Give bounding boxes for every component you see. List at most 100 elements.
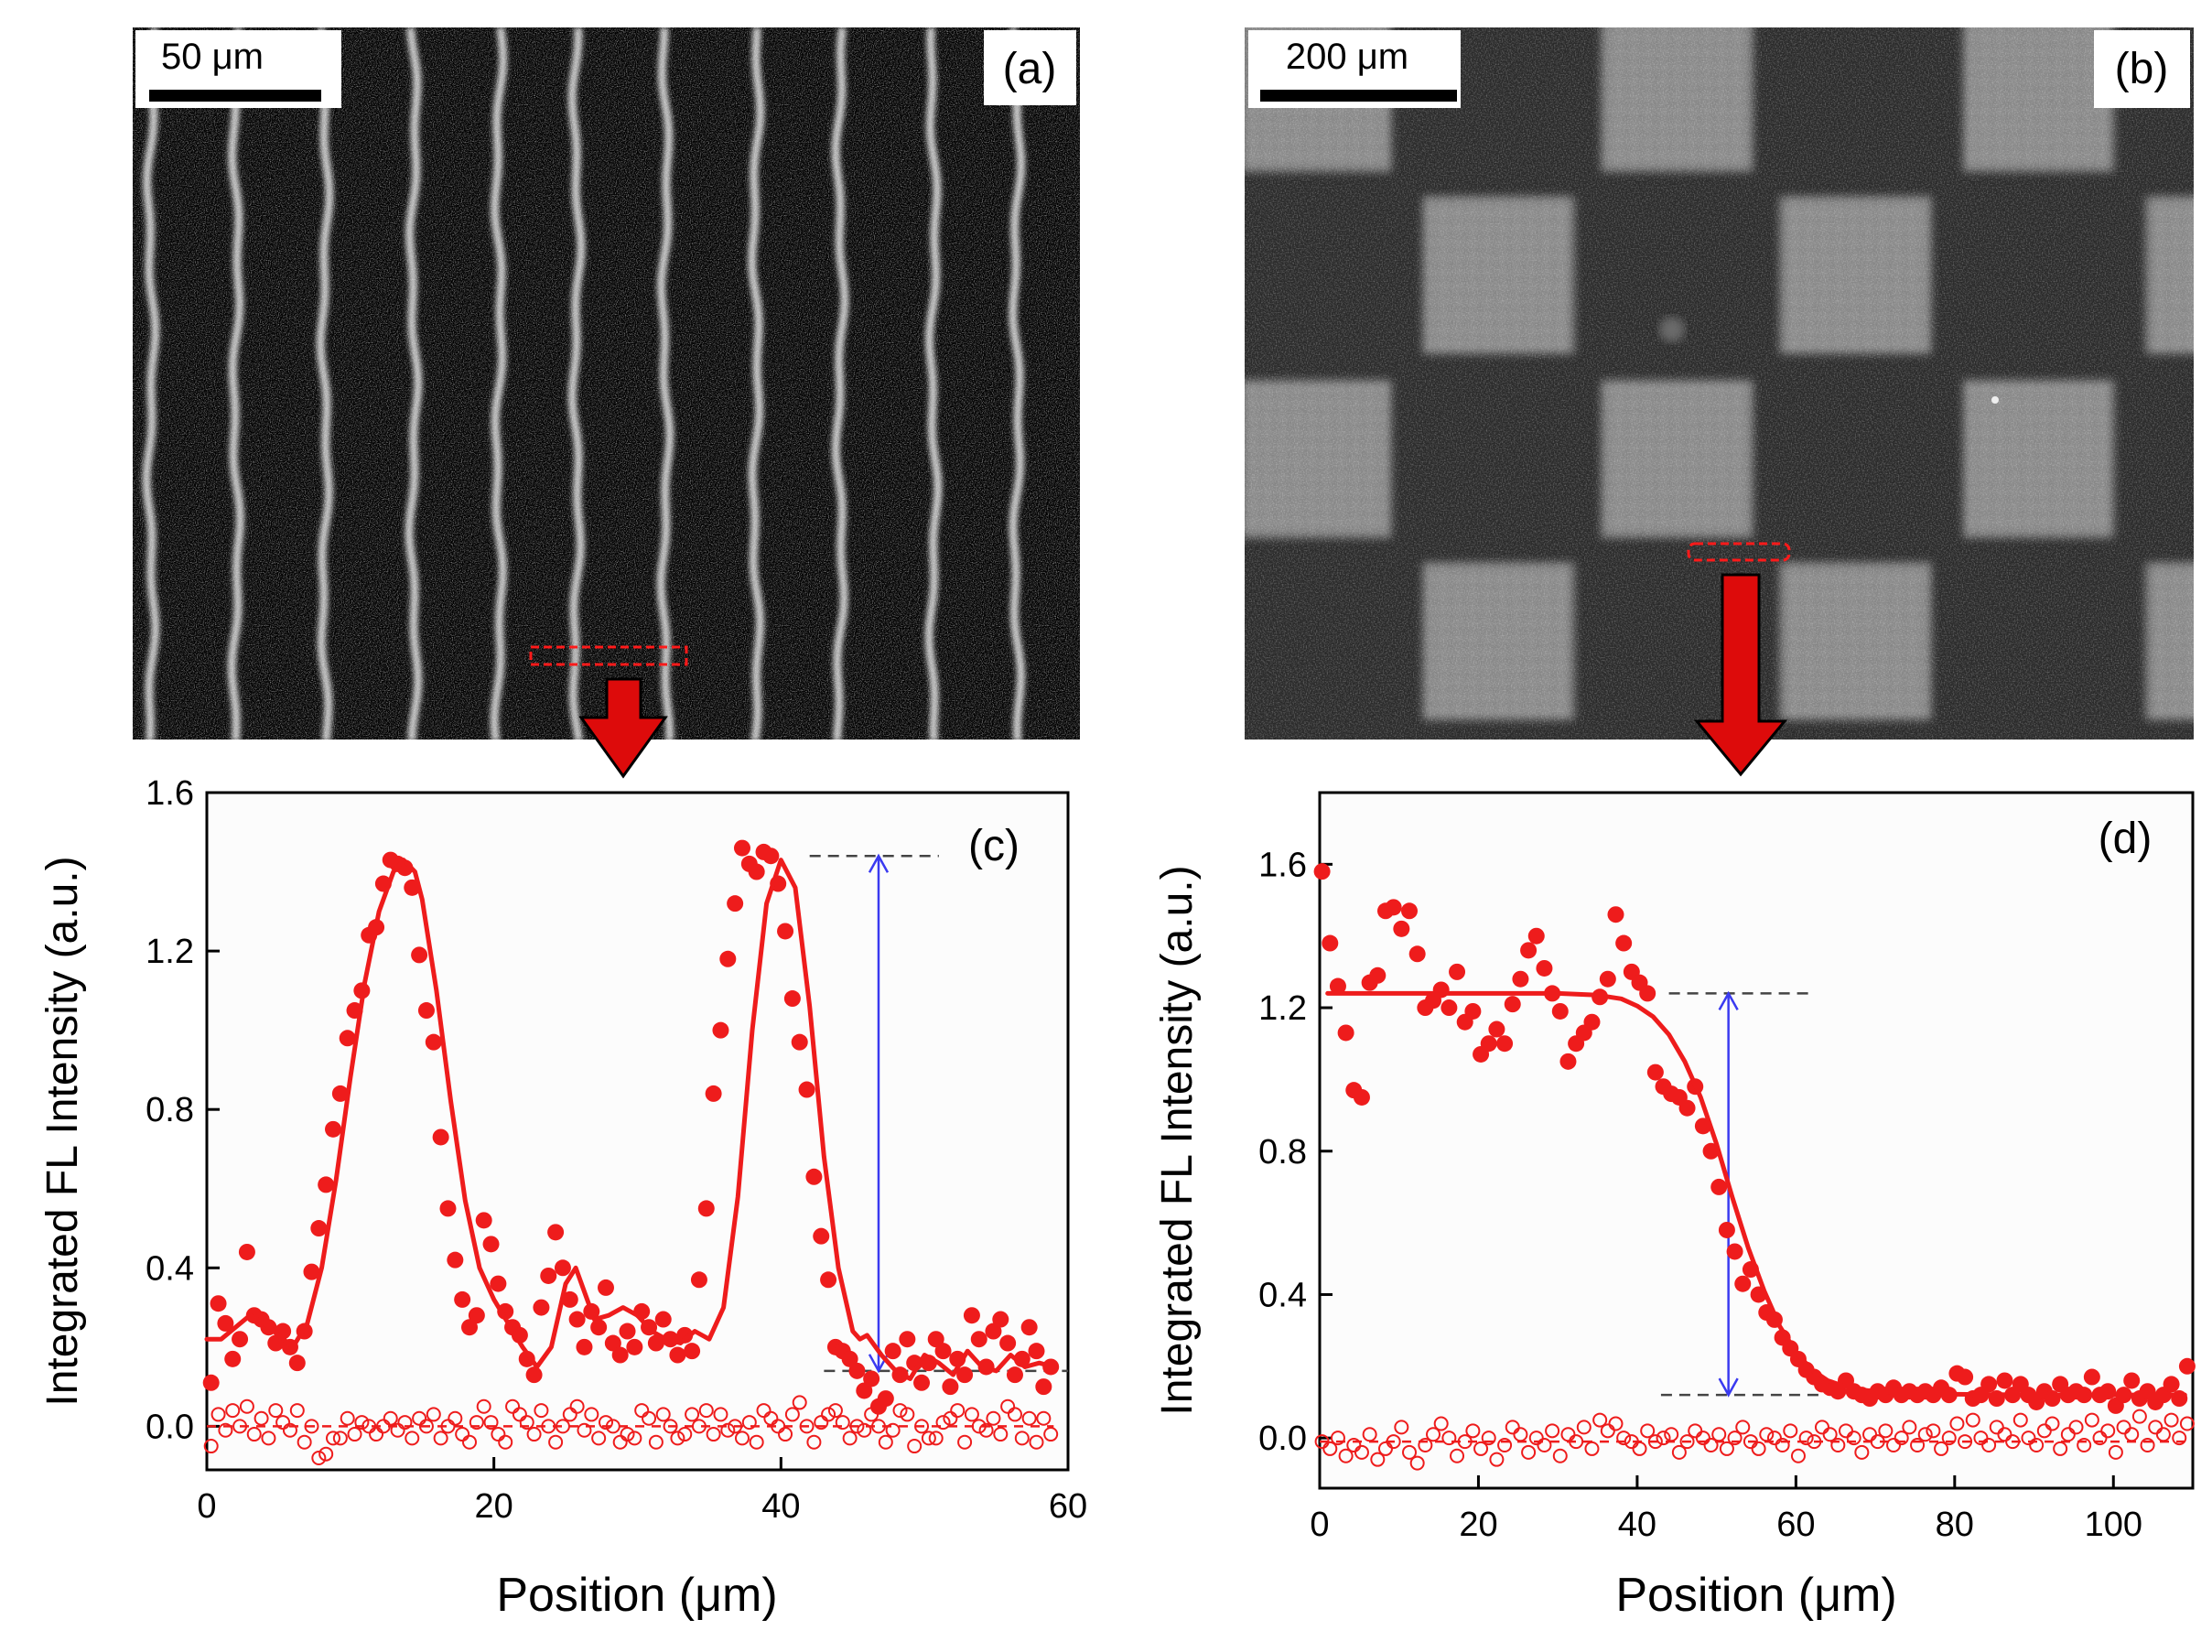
chart-c-x-tick-label: 60 bbox=[1049, 1487, 1087, 1526]
chart-c-open-point bbox=[806, 1434, 822, 1450]
chart-c-data-point bbox=[540, 1267, 557, 1284]
chart-c-open-point bbox=[289, 1403, 305, 1419]
chart-c-data-point bbox=[985, 1323, 1002, 1340]
chart-c-open-point bbox=[1036, 1410, 1052, 1426]
chart-c-data-point bbox=[576, 1338, 593, 1355]
chart-c-x-axis-title: Position (μm) bbox=[496, 1569, 777, 1622]
chart-c-data-point bbox=[461, 1319, 479, 1336]
chart-d-open-point bbox=[1830, 1437, 1846, 1452]
chart-c-open-point bbox=[562, 1407, 577, 1422]
chart-c-data-point bbox=[999, 1334, 1017, 1352]
chart-c-open-point bbox=[239, 1398, 254, 1414]
chart-c-data-point bbox=[813, 1227, 830, 1245]
chart-c-data-point bbox=[318, 1176, 335, 1193]
chart-c-open-point bbox=[326, 1431, 341, 1446]
chart-d-data-point bbox=[1496, 1035, 1514, 1053]
chart-d-open-point bbox=[1958, 1434, 1973, 1450]
chart-d-x-tick-label: 80 bbox=[1936, 1506, 1974, 1544]
chart-c-open-point bbox=[706, 1427, 721, 1442]
chart-d-open-point bbox=[1854, 1444, 1870, 1460]
chart-c-data-point bbox=[697, 1200, 715, 1217]
chart-d-data-point bbox=[1646, 1064, 1664, 1081]
chart-c-data-point bbox=[547, 1224, 565, 1241]
chart-d-open-point bbox=[1346, 1437, 1362, 1452]
chart-c-open-point bbox=[569, 1398, 585, 1414]
chart-c-open-point bbox=[792, 1395, 807, 1410]
chart-d-data-point bbox=[1536, 959, 1553, 977]
chart-c-x-tick-label: 40 bbox=[761, 1487, 800, 1526]
chart-c-data-point bbox=[533, 1299, 550, 1316]
chart-c-data-point bbox=[604, 1334, 621, 1352]
chart-d-open-point bbox=[1997, 1427, 2012, 1442]
panel-a-label: (a) bbox=[1003, 45, 1057, 93]
chart-c-open-point bbox=[763, 1410, 779, 1426]
chart-c-open-point bbox=[268, 1403, 284, 1419]
chart-d-open-point bbox=[1465, 1423, 1481, 1439]
panel-b-label: (b) bbox=[2115, 45, 2169, 93]
chart-d-y-tick-label: 0.4 bbox=[1258, 1276, 1307, 1314]
arrow-a-to-c bbox=[578, 677, 668, 779]
chart-d-open-point bbox=[2179, 1416, 2195, 1431]
chart-c-open-point bbox=[1021, 1410, 1037, 1426]
chart-c-data-point bbox=[417, 1002, 435, 1020]
chart-d-open-point bbox=[1489, 1452, 1505, 1467]
chart-c-open-point bbox=[827, 1403, 843, 1419]
chart-d-open-point bbox=[2148, 1420, 2163, 1435]
chart-d-data-point bbox=[1980, 1376, 1998, 1393]
chart-d-open-point bbox=[1798, 1431, 1814, 1446]
chart-c-y-tick-label: 0.4 bbox=[146, 1249, 194, 1288]
chart-c-open-point bbox=[648, 1434, 664, 1450]
chart-d-data-point bbox=[1408, 945, 1426, 963]
chart-c-data-point bbox=[963, 1307, 980, 1324]
chart-d-data-point bbox=[1393, 920, 1410, 937]
chart-d-open-point bbox=[1402, 1444, 1418, 1460]
chart-c-data-point bbox=[654, 1311, 672, 1328]
chart-c-open-point bbox=[548, 1434, 564, 1450]
chart-d-open-point bbox=[1426, 1427, 1441, 1442]
chart-c-data-point bbox=[447, 1251, 464, 1269]
chart-c: 0 20 40 60 0.0 0.4 0.8 1.2 1.6 (c) Position (μm)… bbox=[38, 774, 1087, 1622]
chart-d-open-point bbox=[1902, 1420, 1917, 1435]
chart-c-data-point bbox=[684, 1343, 701, 1360]
chart-d-open-point bbox=[1354, 1444, 1369, 1460]
chart-c-data-point bbox=[841, 1350, 858, 1367]
chart-c-y-tick-label: 1.2 bbox=[146, 933, 194, 971]
chart-c-open-point bbox=[928, 1431, 944, 1446]
chart-c-open-point bbox=[1014, 1431, 1030, 1446]
chart-c-open-point bbox=[418, 1419, 434, 1434]
chart-d-x-tick-label: 40 bbox=[1618, 1506, 1656, 1544]
chart-c-open-point bbox=[993, 1427, 1009, 1442]
chart-d-open-point bbox=[1640, 1423, 1656, 1439]
chart-d-data-point bbox=[1599, 970, 1616, 988]
chart-c-data-point bbox=[310, 1220, 328, 1237]
chart-d-open-point bbox=[1989, 1420, 2004, 1435]
chart-c-open-point bbox=[935, 1415, 951, 1431]
chart-c-open-point bbox=[778, 1427, 793, 1442]
chart-d-open-point bbox=[1688, 1423, 1703, 1439]
chart-c-open-point bbox=[347, 1427, 362, 1442]
chart-d-open-point bbox=[1330, 1431, 1345, 1446]
chart-c-open-point bbox=[1043, 1427, 1059, 1442]
chart-d-open-point bbox=[2131, 1409, 2147, 1424]
chart-d-x-tick-label: 60 bbox=[1776, 1506, 1815, 1544]
chart-c-data-point bbox=[454, 1290, 471, 1308]
chart-d-open-point bbox=[1973, 1431, 1989, 1446]
chart-d-open-point bbox=[1552, 1448, 1568, 1463]
chart-d-data-point bbox=[1440, 999, 1458, 1017]
chart-c-open-point bbox=[369, 1427, 384, 1442]
chart-d-data-point bbox=[1464, 1002, 1482, 1020]
chart-c-open-point bbox=[978, 1422, 994, 1438]
chart-c-data-point bbox=[425, 1033, 442, 1051]
chart-c-open-point bbox=[591, 1431, 607, 1446]
chart-d-open-point bbox=[2100, 1423, 2116, 1439]
chart-d-open-point bbox=[2140, 1437, 2155, 1452]
chart-d-open-point bbox=[2053, 1441, 2068, 1456]
chart-d-data-point bbox=[1329, 977, 1346, 995]
chart-d-open-point bbox=[2012, 1412, 2028, 1428]
chart-c-open-point bbox=[462, 1434, 478, 1450]
chart-d-open-point bbox=[1433, 1416, 1449, 1431]
chart-c-data-point bbox=[611, 1346, 629, 1364]
chart-d-contrast-arrow bbox=[1718, 990, 1739, 1398]
chart-d-data-point bbox=[1369, 966, 1387, 984]
chart-c-data-point bbox=[762, 848, 780, 865]
